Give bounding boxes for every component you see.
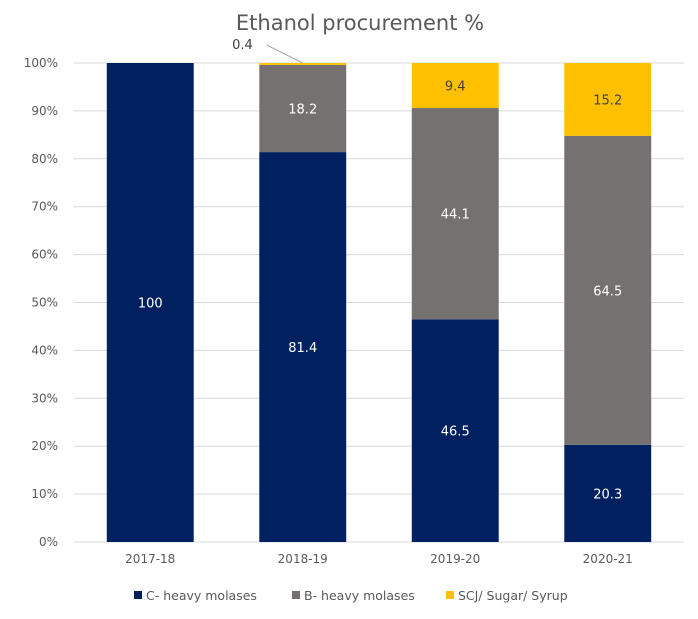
y-axis-ticks: 0% 10% 20% 30% 40% 50% 60% 70% 80% 90% 100%	[24, 56, 58, 549]
y-tick-label: 70%	[31, 200, 58, 214]
data-labels: 100 81.4 18.2 0.4 46.5 44.1 9.4 20.3 64.5 15.2	[138, 38, 622, 502]
data-label: 46.5	[441, 425, 470, 440]
y-tick-label: 30%	[31, 391, 58, 405]
legend-item: B- heavy molases	[292, 588, 415, 603]
data-label: 100	[138, 297, 163, 312]
data-label: 0.4	[232, 38, 253, 53]
bar-segment	[259, 64, 347, 153]
legend-label: C- heavy molases	[146, 588, 257, 603]
y-tick-label: 40%	[31, 343, 58, 357]
data-label: 44.1	[441, 208, 470, 223]
legend: C- heavy molases B- heavy molases SCJ/ Sug…	[134, 588, 568, 603]
bars	[106, 63, 652, 542]
legend-item: SCJ/ Sugar/ Syrup	[446, 588, 568, 603]
chart-title: Ethanol procurement %	[236, 11, 484, 35]
legend-swatch	[446, 591, 454, 599]
y-tick-label: 90%	[31, 104, 58, 118]
bar-segment	[259, 63, 347, 65]
data-label: 81.4	[288, 341, 317, 356]
bar-segment	[564, 63, 652, 136]
x-tick-label: 2019-20	[430, 552, 480, 566]
y-tick-label: 20%	[31, 439, 58, 453]
legend-label: B- heavy molases	[304, 588, 415, 603]
y-tick-label: 60%	[31, 248, 58, 262]
bar-segment	[411, 63, 499, 109]
data-label: 9.4	[445, 80, 466, 95]
data-label: 18.2	[288, 103, 317, 118]
data-label: 20.3	[593, 487, 622, 502]
data-label: 15.2	[593, 93, 622, 108]
bar-segment	[411, 108, 499, 320]
legend-label: SCJ/ Sugar/ Syrup	[458, 588, 568, 603]
x-tick-label: 2020-21	[583, 552, 633, 566]
legend-item: C- heavy molases	[134, 588, 257, 603]
x-tick-label: 2018-19	[278, 552, 328, 566]
legend-swatch	[292, 591, 300, 599]
leader-line	[266, 44, 303, 64]
y-tick-label: 10%	[31, 487, 58, 501]
bar-segment	[564, 135, 652, 445]
y-tick-label: 0%	[39, 535, 58, 549]
y-tick-label: 80%	[31, 152, 58, 166]
y-tick-label: 50%	[31, 296, 58, 310]
x-axis-ticks: 2017-18 2018-19 2019-20 2020-21	[125, 552, 633, 566]
x-tick-label: 2017-18	[125, 552, 175, 566]
bar-segment	[564, 444, 652, 542]
bar-segment	[411, 319, 499, 542]
y-tick-label: 100%	[24, 56, 58, 70]
bar-segment	[106, 63, 194, 542]
data-label: 64.5	[593, 284, 622, 299]
legend-swatch	[134, 591, 142, 599]
bar-segment	[259, 152, 347, 542]
